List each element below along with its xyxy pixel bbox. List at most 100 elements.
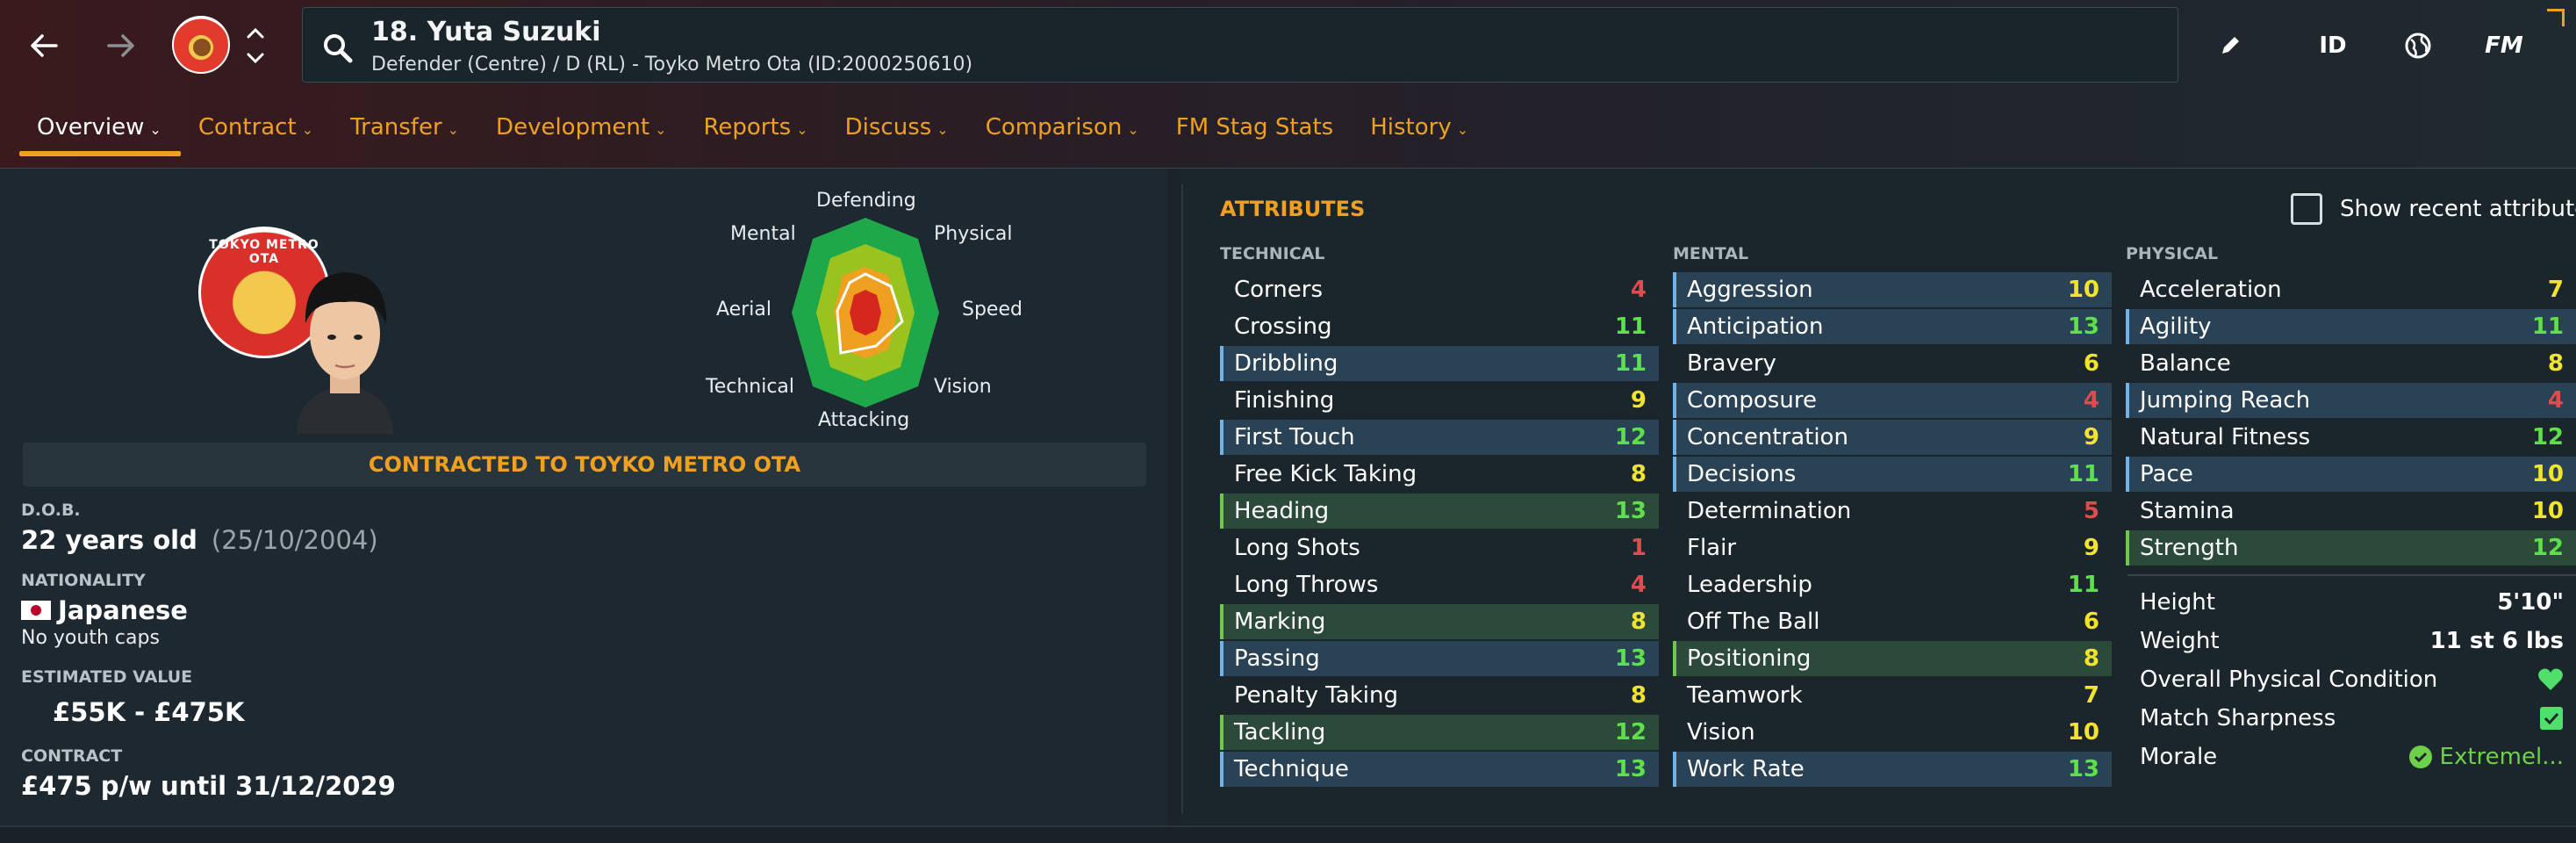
attribute-row-acceleration[interactable]: Acceleration 7 <box>2126 272 2576 307</box>
edit-button[interactable] <box>2208 19 2252 72</box>
attribute-row-aggression[interactable]: Aggression 10 <box>1673 272 2112 307</box>
tab-transfer[interactable]: Transfer ⌄ <box>333 104 478 156</box>
value-label: ESTIMATED VALUE <box>21 667 193 687</box>
attribute-row-pace[interactable]: Pace 10 <box>2126 457 2576 492</box>
attribute-row-vision[interactable]: Vision 10 <box>1673 715 2112 750</box>
attribute-row-teamwork[interactable]: Teamwork 7 <box>1673 678 2112 713</box>
panel-divider <box>1181 184 1183 813</box>
tab-history[interactable]: History ⌄ <box>1353 104 1488 156</box>
attribute-row-anticipation[interactable]: Anticipation 13 <box>1673 309 2112 344</box>
show-recent-toggle[interactable]: Show recent attribute <box>2291 193 2576 225</box>
attribute-name: Technique <box>1234 756 1349 782</box>
attribute-name: Penalty Taking <box>1234 682 1399 709</box>
updown-icon[interactable] <box>242 21 269 70</box>
attribute-row-strength[interactable]: Strength 12 <box>2126 530 2576 566</box>
dob-value: 22 years old (25/10/2004) <box>21 525 378 555</box>
attribute-name: Pace <box>2140 461 2193 487</box>
tab-bar: Overview ⌄ Contract ⌄ Transfer ⌄ Developmen… <box>19 104 1488 156</box>
attribute-row-work-rate[interactable]: Work Rate 13 <box>1673 752 2112 787</box>
morale-text[interactable]: Extremel... <box>2439 744 2564 770</box>
attribute-name: Long Shots <box>1234 535 1360 561</box>
tab-development[interactable]: Development ⌄ <box>478 104 685 156</box>
attribute-row-penalty-taking[interactable]: Penalty Taking 8 <box>1220 678 1659 713</box>
attribute-row-agility[interactable]: Agility 11 <box>2126 309 2576 344</box>
forward-button[interactable] <box>95 19 147 72</box>
tab-discuss[interactable]: Discuss ⌄ <box>828 104 968 156</box>
attribute-name: Free Kick Taking <box>1234 461 1417 487</box>
tab-comparison[interactable]: Comparison ⌄ <box>968 104 1159 156</box>
attribute-value: 4 <box>2547 387 2564 414</box>
attribute-row-off-the-ball[interactable]: Off The Ball 6 <box>1673 604 2112 639</box>
attribute-value: 8 <box>1630 682 1647 709</box>
attribute-row-concentration[interactable]: Concentration 9 <box>1673 420 2112 455</box>
heart-icon[interactable] <box>2537 667 2564 692</box>
attribute-name: Crossing <box>1234 313 1332 340</box>
attribute-name: Corners <box>1234 277 1324 303</box>
club-badge[interactable] <box>172 16 230 74</box>
extra-value: 11 st 6 lbs <box>2429 628 2564 654</box>
nationality-value[interactable]: Japanese <box>21 595 188 625</box>
attribute-row-determination[interactable]: Determination 5 <box>1673 494 2112 529</box>
attribute-row-tackling[interactable]: Tackling 12 <box>1220 715 1659 750</box>
back-button[interactable] <box>18 19 70 72</box>
checkbox-icon[interactable] <box>2291 193 2322 225</box>
attribute-row-flair[interactable]: Flair 9 <box>1673 530 2112 566</box>
attribute-row-bravery[interactable]: Bravery 6 <box>1673 346 2112 381</box>
attribute-row-decisions[interactable]: Decisions 11 <box>1673 457 2112 492</box>
attribute-row-marking[interactable]: Marking 8 <box>1220 604 1659 639</box>
nationality-name: Japanese <box>58 595 188 625</box>
attribute-value: 7 <box>2083 682 2099 709</box>
player-portrait <box>297 272 393 434</box>
bottom-strip <box>0 825 2576 843</box>
attribute-row-free-kick-taking[interactable]: Free Kick Taking 8 <box>1220 457 1659 492</box>
attribute-row-positioning[interactable]: Positioning 8 <box>1673 641 2112 676</box>
fm-button[interactable]: FM <box>2485 32 2523 59</box>
attribute-name: Off The Ball <box>1687 609 1820 635</box>
radar-chart <box>792 218 939 407</box>
check-box-icon[interactable] <box>2539 706 2564 731</box>
physical-extra-height: Height 5'10" <box>2128 585 2576 620</box>
attribute-name: Determination <box>1687 498 1852 524</box>
attribute-row-technique[interactable]: Technique 13 <box>1220 752 1659 787</box>
attribute-row-first-touch[interactable]: First Touch 12 <box>1220 420 1659 455</box>
chevron-down-icon: ⌄ <box>301 121 314 138</box>
tab-overview[interactable]: Overview ⌄ <box>19 104 181 156</box>
attribute-row-balance[interactable]: Balance 8 <box>2126 346 2576 381</box>
attribute-row-leadership[interactable]: Leadership 11 <box>1673 567 2112 602</box>
attribute-row-heading[interactable]: Heading 13 <box>1220 494 1659 529</box>
attribute-row-long-throws[interactable]: Long Throws 4 <box>1220 567 1659 602</box>
back-icon <box>31 34 58 57</box>
value-amount: £55K - £475K <box>53 697 245 727</box>
attribute-row-long-shots[interactable]: Long Shots 1 <box>1220 530 1659 566</box>
extra-value: 5'10" <box>2497 589 2564 616</box>
tab-reports[interactable]: Reports ⌄ <box>685 104 827 156</box>
attribute-row-finishing[interactable]: Finishing 9 <box>1220 383 1659 418</box>
physical-extra-match-sharpness: Match Sharpness <box>2128 701 2576 736</box>
chevron-down-icon: ⌄ <box>149 121 161 138</box>
attribute-row-dribbling[interactable]: Dribbling 11 <box>1220 346 1659 381</box>
tab-label: Discuss <box>844 114 932 140</box>
attribute-row-stamina[interactable]: Stamina 10 <box>2126 494 2576 529</box>
chevron-down-icon: ⌄ <box>655 121 667 138</box>
attribute-row-corners[interactable]: Corners 4 <box>1220 272 1659 307</box>
attribute-row-jumping-reach[interactable]: Jumping Reach 4 <box>2126 383 2576 418</box>
tab-fm-stag-stats[interactable]: FM Stag Stats <box>1159 104 1353 156</box>
attribute-name: Heading <box>1234 498 1330 524</box>
attribute-row-composure[interactable]: Composure 4 <box>1673 383 2112 418</box>
attribute-value: 10 <box>2531 498 2564 524</box>
attribute-value: 11 <box>2531 313 2564 340</box>
tab-label: FM Stag Stats <box>1175 114 1334 140</box>
attribute-name: Acceleration <box>2140 277 2282 303</box>
player-search-box[interactable]: 18. Yuta Suzuki Defender (Centre) / D (R… <box>302 7 2178 83</box>
attribute-row-natural-fitness[interactable]: Natural Fitness 12 <box>2126 420 2576 455</box>
extra-name: Height <box>2140 589 2215 616</box>
attribute-name: Teamwork <box>1687 682 1803 709</box>
globe-button[interactable] <box>2396 19 2440 72</box>
tab-contract[interactable]: Contract ⌄ <box>181 104 333 156</box>
extra-value <box>2537 667 2564 692</box>
id-button[interactable]: ID <box>2319 32 2347 59</box>
search-icon[interactable] <box>320 31 355 66</box>
attribute-row-crossing[interactable]: Crossing 11 <box>1220 309 1659 344</box>
attribute-row-passing[interactable]: Passing 13 <box>1220 641 1659 676</box>
attribute-value: 13 <box>2067 756 2099 782</box>
